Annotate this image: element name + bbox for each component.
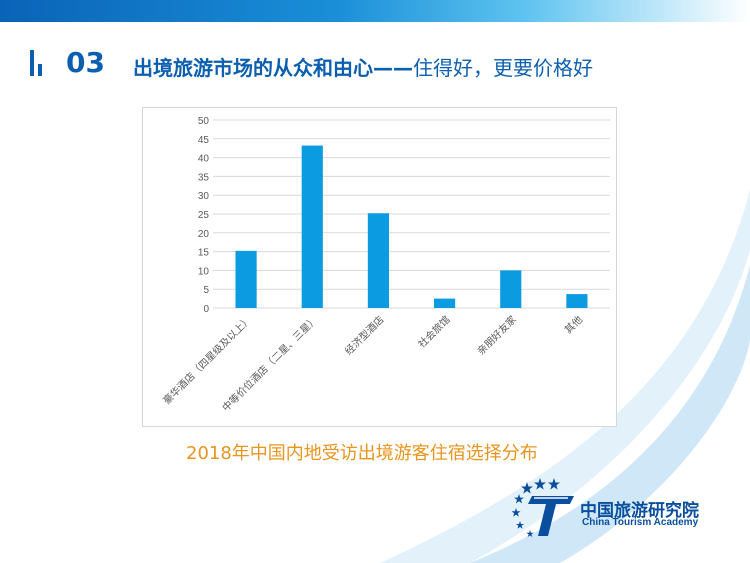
academy-logo-icon <box>512 478 574 537</box>
chart-title: 2018年中国内地受访出境游客住宿选择分布 <box>186 443 538 464</box>
x-tick-label: 其他 <box>562 313 585 336</box>
section-number: 03 <box>66 46 105 79</box>
y-tick-label: 0 <box>203 304 209 315</box>
y-tick-label: 20 <box>198 229 210 240</box>
bar <box>433 298 456 308</box>
section-bars-icon <box>30 50 42 76</box>
y-tick-label: 15 <box>198 248 210 259</box>
top-gradient-band <box>0 0 750 22</box>
y-tick-label: 50 <box>198 116 210 127</box>
y-tick-label: 5 <box>203 285 209 296</box>
page-title-rest: 住得好，更要价格好 <box>413 56 593 80</box>
y-tick-label: 40 <box>198 154 210 165</box>
x-tick-label: 社会旅馆 <box>415 313 452 350</box>
academy-name-cn: 中国旅游研究院 <box>580 501 699 521</box>
x-tick-label: 经济型酒店 <box>342 313 387 358</box>
y-tick-label: 10 <box>198 266 210 277</box>
bar <box>301 145 323 308</box>
academy-name-en: China Tourism Academy <box>582 517 699 528</box>
y-tick-label: 25 <box>198 210 210 221</box>
y-tick-label: 30 <box>198 191 210 202</box>
bar <box>367 213 390 308</box>
page-title-strong: 出境旅游市场的从众和由心—— <box>133 56 413 80</box>
page-title: 出境旅游市场的从众和由心——住得好，更要价格好 <box>133 52 593 81</box>
bar-chart: 05101520253035404550豪华酒店（四星级及以上）中等价位酒店（二… <box>160 116 610 414</box>
y-tick-label: 35 <box>198 172 210 183</box>
x-tick-label: 亲朋好友家 <box>474 313 519 358</box>
bar <box>566 294 588 308</box>
y-tick-label: 45 <box>198 135 210 146</box>
bar <box>235 250 257 308</box>
chart-frame: 0 5 10 15 20 25 30 35 40 45 50 豪华酒店（四星级及以上） 中等价位酒店（二… <box>142 107 617 427</box>
bar <box>500 270 522 308</box>
